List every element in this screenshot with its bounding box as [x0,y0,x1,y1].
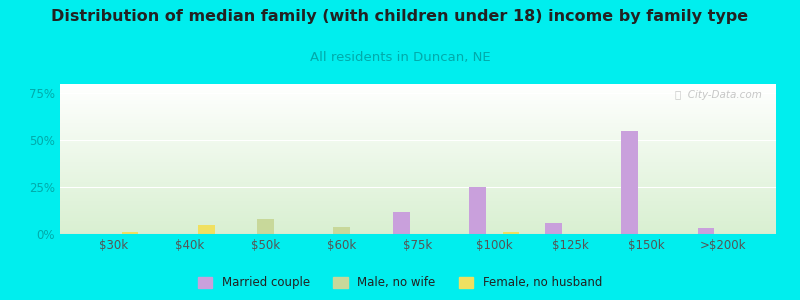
Text: Distribution of median family (with children under 18) income by family type: Distribution of median family (with chil… [51,9,749,24]
Bar [393,212,410,234]
Bar [698,228,714,234]
Bar [258,219,274,234]
Bar [122,232,138,234]
Legend: Married couple, Male, no wife, Female, no husband: Married couple, Male, no wife, Female, n… [194,272,606,294]
Text: ⓘ  City-Data.com: ⓘ City-Data.com [675,90,762,100]
Bar [198,225,214,234]
Bar [334,226,350,234]
Bar [546,223,562,234]
Bar [622,131,638,234]
Bar [469,187,486,234]
Bar [502,232,519,234]
Text: All residents in Duncan, NE: All residents in Duncan, NE [310,51,490,64]
